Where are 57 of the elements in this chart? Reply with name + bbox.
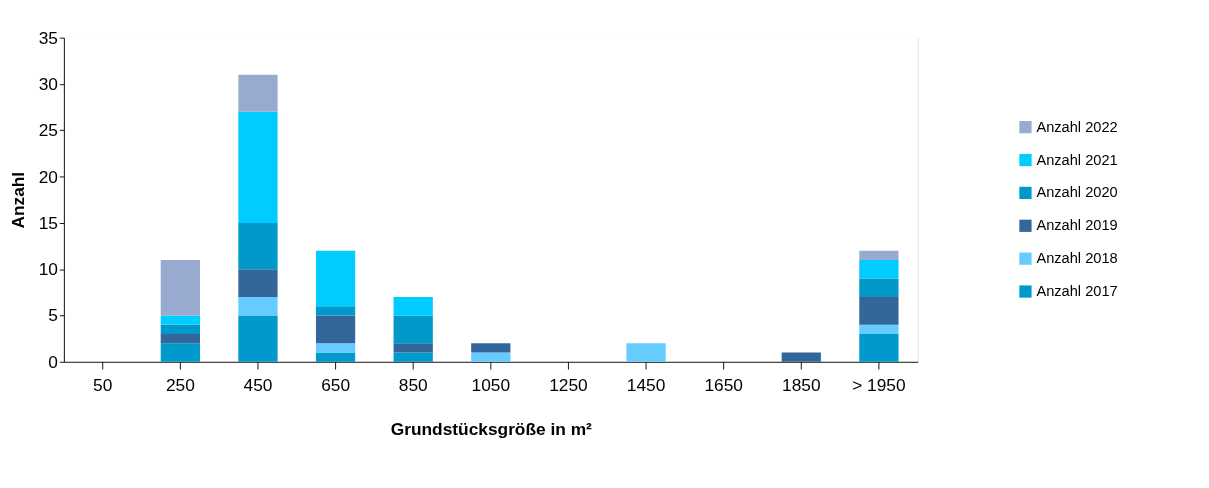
x-tick-label: 1250: [549, 374, 588, 395]
bar: [315, 352, 356, 362]
legend-label: Anzahl 2018: [1036, 250, 1118, 267]
bar: [160, 324, 200, 335]
x-tick-label: 450: [243, 374, 273, 395]
bar: [859, 297, 899, 325]
bar: [859, 250, 899, 260]
y-tick-label: 0: [48, 351, 58, 372]
bar: [238, 297, 278, 316]
bar: [393, 343, 433, 353]
bar: [160, 259, 200, 316]
legend-label: Anzahl 2019: [1036, 217, 1118, 234]
y-tick-label: 10: [38, 259, 58, 280]
x-tick-label: 850: [398, 374, 428, 395]
legend-label: Anzahl 2022: [1036, 118, 1118, 135]
bar: [471, 352, 511, 362]
bar: [393, 352, 433, 362]
bar: [859, 334, 899, 362]
bar: [859, 324, 899, 335]
x-tick-label: > 1950: [852, 374, 906, 395]
x-tick-label: 650: [321, 374, 351, 395]
bar: [238, 269, 278, 298]
x-tick-label: 1050: [471, 374, 511, 395]
bar: [160, 315, 200, 325]
bar: [160, 343, 200, 362]
bar: [859, 259, 899, 279]
y-tick-label: 35: [38, 27, 58, 48]
y-tick-label: 15: [38, 212, 58, 233]
y-tick-label: 30: [38, 73, 58, 94]
bar: [859, 278, 899, 298]
bar: [781, 352, 821, 362]
x-tick-label: 1650: [704, 374, 743, 395]
bar: [315, 315, 356, 344]
bar: [315, 250, 356, 307]
bar: [626, 343, 666, 362]
bar: [238, 315, 278, 362]
bar: [393, 297, 433, 316]
bar: [393, 315, 433, 344]
y-axis-title: Anzahl: [8, 171, 29, 229]
x-tick-label: 250: [165, 374, 195, 395]
bar: [238, 111, 278, 223]
bar: [238, 222, 278, 270]
x-tick-label: 1850: [782, 374, 821, 395]
y-tick-label: 25: [38, 120, 58, 141]
legend-label: Anzahl 2021: [1036, 151, 1118, 168]
bar: [238, 74, 278, 112]
bar: [160, 334, 200, 344]
x-axis-title: Grundstücksgröße in m²: [390, 419, 593, 440]
x-tick-label: 1450: [626, 374, 666, 395]
legend-label: Anzahl 2020: [1036, 184, 1118, 201]
bar: [315, 343, 356, 353]
bar: [315, 306, 356, 316]
bar: [471, 343, 511, 353]
legend-label: Anzahl 2017: [1036, 283, 1118, 300]
y-tick-label: 5: [48, 305, 58, 326]
y-tick-label: 20: [38, 166, 58, 187]
x-tick-label: 50: [93, 374, 113, 395]
